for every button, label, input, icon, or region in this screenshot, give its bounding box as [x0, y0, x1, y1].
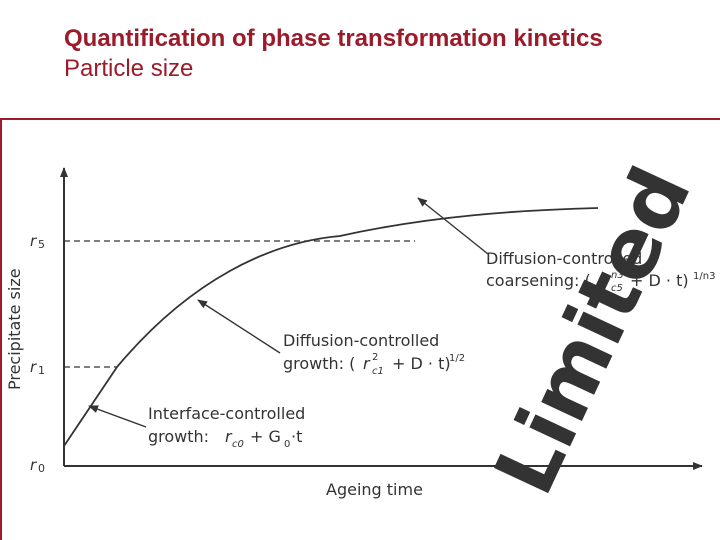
watermark-text: Limited — [477, 153, 710, 508]
tick-rc1-sub: 1 — [38, 364, 45, 377]
interface-suffix: + G — [250, 427, 281, 446]
interface-arrow — [88, 405, 147, 428]
coarsening-line2-prefix: coarsening: ( — [486, 271, 591, 290]
growth-line1: Diffusion-controlled — [283, 331, 439, 350]
title-text: Quantification of phase transformation k… — [64, 25, 603, 52]
svg-text:r: r — [225, 427, 233, 446]
coarsening-arrow — [417, 197, 489, 255]
growth-sub: c1 — [372, 366, 384, 377]
interface-sub: c0 — [232, 439, 244, 450]
interface-line1: Interface-controlled — [148, 404, 305, 423]
coarsening-sub: c5 — [611, 283, 623, 294]
svg-text:r: r — [30, 358, 37, 376]
subtitle-text: Particle size — [64, 55, 194, 82]
slide-title: Quantification of phase transformation k… — [64, 24, 603, 84]
coarsening-line1: Diffusion-controlled — [486, 249, 642, 268]
tick-rc5-sub: 5 — [38, 238, 45, 251]
interface-tail: ·t — [291, 427, 302, 446]
growth-outer-exp: 1/2 — [449, 353, 465, 364]
growth-line2-prefix: growth: ( — [283, 354, 355, 373]
growth-arrow — [197, 299, 281, 354]
coarsening-outer-exp: 1/n3 — [693, 271, 715, 282]
growth-suffix: + D · t) — [392, 354, 451, 373]
coarsening-exp-top: n3 — [611, 270, 624, 281]
growth-exp: 2 — [372, 352, 378, 363]
svg-text:r: r — [601, 271, 609, 290]
content-frame — [0, 118, 720, 540]
coarsening-annotation: Diffusion-controlled coarsening: ( r n3 … — [486, 249, 715, 294]
growth-curve — [63, 207, 599, 447]
interface-sub2: 0 — [284, 439, 290, 450]
coarsening-suffix: + D · t) — [630, 271, 689, 290]
svg-text:r: r — [363, 354, 371, 373]
svg-text:r: r — [30, 456, 37, 474]
interface-line2-prefix: growth: — [148, 427, 209, 446]
x-axis-label: Ageing time — [326, 480, 423, 499]
y-axis-label: Precipitate size — [5, 268, 24, 390]
tick-rc0: r 0 — [30, 456, 45, 475]
tick-rc0-sub: 0 — [38, 462, 45, 475]
svg-text:r: r — [30, 232, 37, 250]
growth-annotation: Diffusion-controlled growth: ( r 2 c1 + … — [283, 331, 465, 377]
tick-rc5: r 5 — [30, 232, 45, 251]
interface-annotation: Interface-controlled growth: r c0 + G 0 … — [148, 404, 305, 450]
tick-rc1: r 1 — [30, 358, 45, 377]
